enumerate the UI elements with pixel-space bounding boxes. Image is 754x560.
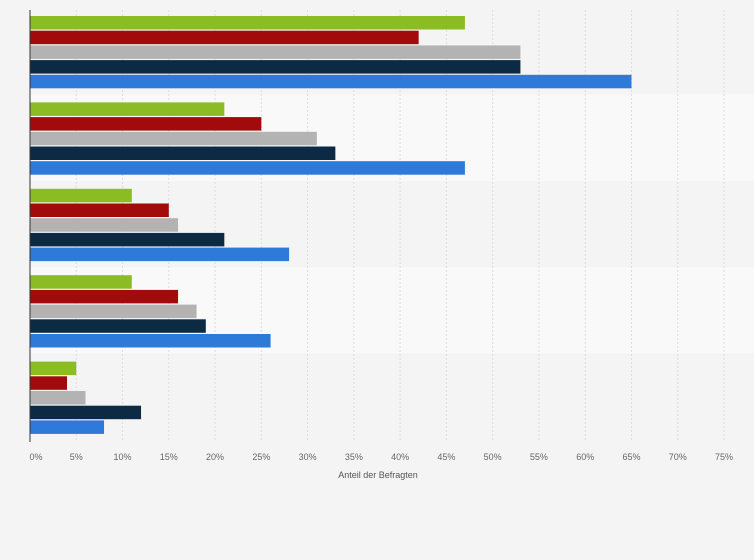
bar (30, 275, 132, 289)
bar (30, 319, 206, 333)
bar (30, 131, 317, 146)
x-tick-label: 45% (437, 452, 455, 462)
bar (30, 247, 290, 262)
x-tick-label: 15% (160, 452, 178, 462)
x-tick-label: 25% (252, 452, 270, 462)
x-axis-ticks: 0% 5% 10% 15% 20% 25% 30% 35% 40% 45% 50% 55% 60% 65%… (29, 452, 733, 462)
bar (30, 161, 465, 175)
x-tick-label: 10% (114, 452, 132, 462)
bar (30, 334, 271, 348)
bar (30, 117, 262, 131)
x-tick-label: 30% (299, 452, 317, 462)
bar (30, 289, 179, 304)
bar (30, 405, 142, 420)
x-tick-label: 50% (484, 452, 502, 462)
bar (30, 16, 465, 30)
bar (30, 60, 521, 74)
x-tick-label: 60% (576, 452, 594, 462)
bar (30, 218, 179, 232)
bar (30, 304, 197, 319)
x-tick-label: 40% (391, 452, 409, 462)
bar (30, 391, 86, 405)
bar (30, 376, 68, 390)
x-tick-label: 70% (669, 452, 687, 462)
bar (30, 30, 419, 45)
x-tick-label: 75% (715, 452, 733, 462)
bar (30, 102, 225, 116)
x-tick-label: 20% (206, 452, 224, 462)
bar (30, 188, 132, 203)
x-tick-label: 35% (345, 452, 363, 462)
bar (30, 146, 336, 160)
bar (30, 361, 77, 376)
bars (30, 16, 632, 434)
bar (30, 420, 105, 434)
x-tick-label: 5% (70, 452, 83, 462)
bar (30, 45, 521, 59)
x-axis-title: Anteil der Befragten (338, 470, 418, 480)
x-tick-label: 65% (622, 452, 640, 462)
bar (30, 203, 169, 217)
x-tick-label: 0% (29, 452, 42, 462)
x-tick-label: 55% (530, 452, 548, 462)
category-band-5 (30, 353, 754, 440)
bar (30, 74, 632, 89)
bar (30, 232, 225, 247)
